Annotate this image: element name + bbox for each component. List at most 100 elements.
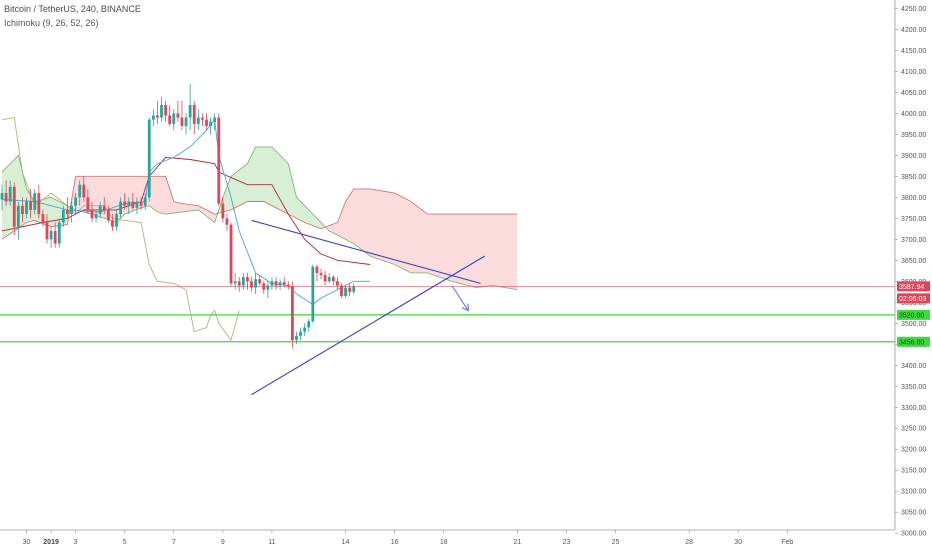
candle-body — [303, 327, 307, 332]
cloud-bear-region — [325, 188, 518, 290]
time-tick-label: 28 — [685, 539, 693, 546]
candle — [319, 268, 323, 280]
price-tick-label: 4200.00 — [901, 27, 926, 34]
candle — [233, 272, 237, 290]
price-tick-label: 4150.00 — [901, 48, 926, 55]
candle — [295, 331, 298, 345]
candle-body — [53, 230, 57, 244]
level-price-tag-1-bg — [897, 309, 930, 320]
candle — [221, 197, 225, 223]
time-tick-label: 9 — [221, 539, 225, 546]
candles[interactable] — [0, 83, 356, 349]
candle-body — [139, 201, 143, 206]
candle — [135, 197, 139, 215]
candle — [180, 100, 184, 131]
price-tick-label: 3900.00 — [901, 153, 926, 160]
time-tick-label: 3 — [74, 539, 78, 546]
candle-body — [111, 220, 114, 227]
candle — [209, 117, 212, 135]
candle — [139, 197, 143, 210]
level-price-tag-2: 3456.00 — [897, 336, 930, 347]
candle — [205, 113, 208, 131]
candle-body — [16, 205, 20, 227]
candle — [327, 272, 331, 284]
candle-body — [205, 119, 208, 126]
candle — [311, 264, 315, 324]
candle — [25, 197, 28, 219]
candle-body — [270, 281, 274, 286]
price-tick-label: 3850.00 — [901, 174, 926, 181]
price-tick-label: 3250.00 — [901, 426, 926, 433]
bar-countdown-tag-bg — [897, 293, 930, 304]
candle-body — [290, 286, 294, 341]
candle — [172, 109, 176, 131]
candle-body — [127, 201, 131, 206]
kijun-sen-line — [1, 156, 371, 265]
candle-body — [25, 201, 28, 215]
candle-body — [135, 201, 139, 208]
time-tick-label: 14 — [342, 539, 350, 546]
candle — [12, 182, 16, 236]
price-axis[interactable]: 3000.00 3050.00 3100.00 3150.00 3200.00 3250.… — [894, 0, 930, 538]
candle-body — [344, 287, 347, 296]
candle-body — [33, 193, 37, 210]
time-tick-label: 30 — [734, 539, 742, 546]
candle-body — [102, 205, 106, 210]
candle — [290, 281, 294, 349]
support-levels[interactable] — [0, 286, 895, 343]
candle — [45, 214, 49, 244]
candle-body — [21, 205, 24, 215]
time-tick-label: 5 — [123, 539, 127, 546]
candle-body — [106, 209, 110, 221]
candle-body — [119, 201, 123, 215]
candle — [217, 113, 221, 206]
candle-body — [278, 282, 282, 286]
candle — [131, 193, 135, 210]
last-price-tag: 3587.94 — [897, 281, 930, 292]
price-tick-label: 4100.00 — [901, 69, 926, 76]
candle-body — [217, 117, 221, 204]
resistance-trendline — [251, 219, 481, 284]
indicator-legend[interactable]: Ichimoku (9, 26, 52, 26) — [4, 18, 99, 28]
candle-body — [176, 113, 180, 118]
candle — [344, 285, 347, 299]
candle — [94, 209, 98, 223]
candle — [262, 281, 266, 294]
candle — [225, 214, 229, 231]
price-tick-label: 4250.00 — [901, 6, 926, 13]
candle-body — [123, 201, 127, 206]
candle-body — [233, 281, 237, 284]
candle-body — [254, 279, 257, 288]
candle-body — [299, 331, 302, 336]
candle — [106, 205, 110, 223]
time-tick-label: 18 — [440, 539, 448, 546]
candle — [303, 323, 307, 336]
candle — [286, 281, 290, 290]
level-price-tag-2-text: 3456.00 — [899, 339, 924, 346]
candle — [123, 193, 127, 210]
candle — [270, 277, 274, 290]
time-tick-label: 30 — [23, 539, 31, 546]
candle — [90, 201, 94, 223]
candle — [111, 214, 114, 231]
candle — [201, 113, 204, 126]
candle-body — [237, 281, 241, 286]
candle-body — [323, 275, 327, 282]
price-tick-label: 3050.00 — [901, 510, 926, 517]
candle — [229, 222, 233, 286]
candle — [188, 83, 192, 131]
candle-body — [192, 104, 196, 124]
price-tick-label: 3400.00 — [901, 363, 926, 370]
price-tick-label: 3150.00 — [901, 468, 926, 475]
candle — [299, 327, 302, 341]
time-axis[interactable]: 30 2019 3 5 7 9 11 14 16 18 21 23 25 28 30 Feb — [0, 529, 895, 546]
candle — [250, 277, 253, 292]
candle — [66, 197, 69, 219]
candle — [86, 188, 90, 215]
candle-body — [156, 115, 159, 118]
symbol-title[interactable]: Bitcoin / TetherUS, 240, BINANCE — [4, 4, 141, 14]
drawings[interactable] — [251, 219, 485, 396]
candle-body — [90, 209, 94, 219]
candle-body — [315, 266, 319, 273]
